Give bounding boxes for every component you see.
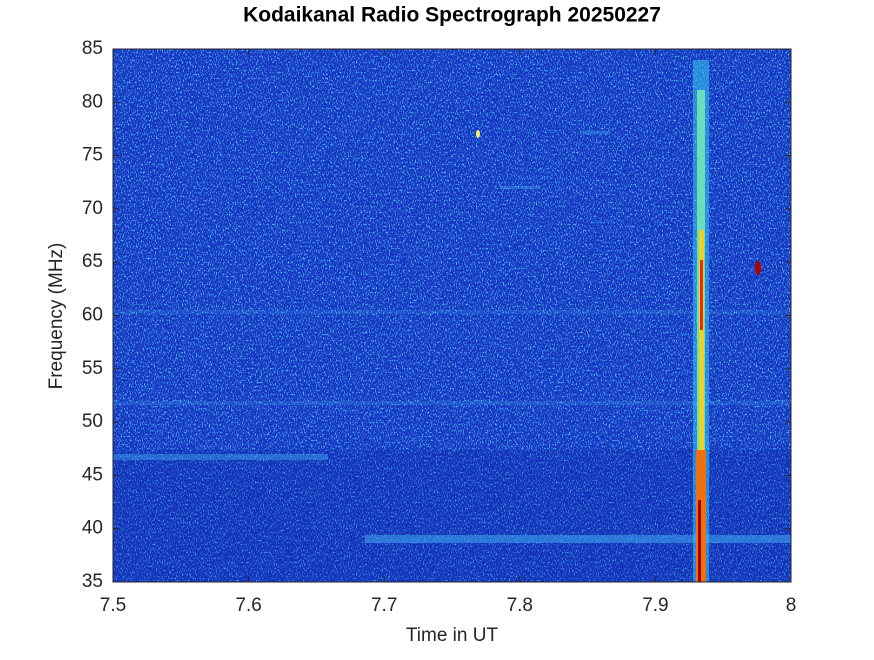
y-tick-label: 55: [82, 358, 103, 379]
spectrogram-image: [113, 49, 791, 582]
y-tick-label: 45: [82, 464, 103, 485]
y-tick-label: 65: [82, 251, 103, 272]
x-tick-label: 8: [786, 595, 797, 616]
x-tick-label: 7.6: [235, 595, 261, 616]
y-tick-label: 50: [82, 411, 103, 432]
y-tick-label: 40: [82, 518, 103, 539]
chart-title: Kodaikanal Radio Spectrograph 20250227: [243, 4, 661, 27]
y-tick-label: 85: [82, 38, 103, 59]
y-tick-label: 70: [82, 198, 103, 219]
x-tick-label: 7.9: [642, 595, 668, 616]
y-axis-label: Frequency (MHz): [46, 243, 67, 390]
x-tick-label: 7.7: [371, 595, 397, 616]
x-tick-label: 7.8: [507, 595, 533, 616]
x-axis-label: Time in UT: [406, 625, 499, 646]
y-tick-label: 75: [82, 145, 103, 166]
y-tick-label: 60: [82, 305, 103, 326]
x-tick-label: 7.5: [100, 595, 126, 616]
y-tick-label: 80: [82, 91, 103, 112]
y-tick-label: 35: [82, 571, 103, 592]
